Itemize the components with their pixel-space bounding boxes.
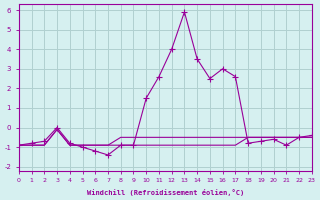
X-axis label: Windchill (Refroidissement éolien,°C): Windchill (Refroidissement éolien,°C) (87, 189, 244, 196)
